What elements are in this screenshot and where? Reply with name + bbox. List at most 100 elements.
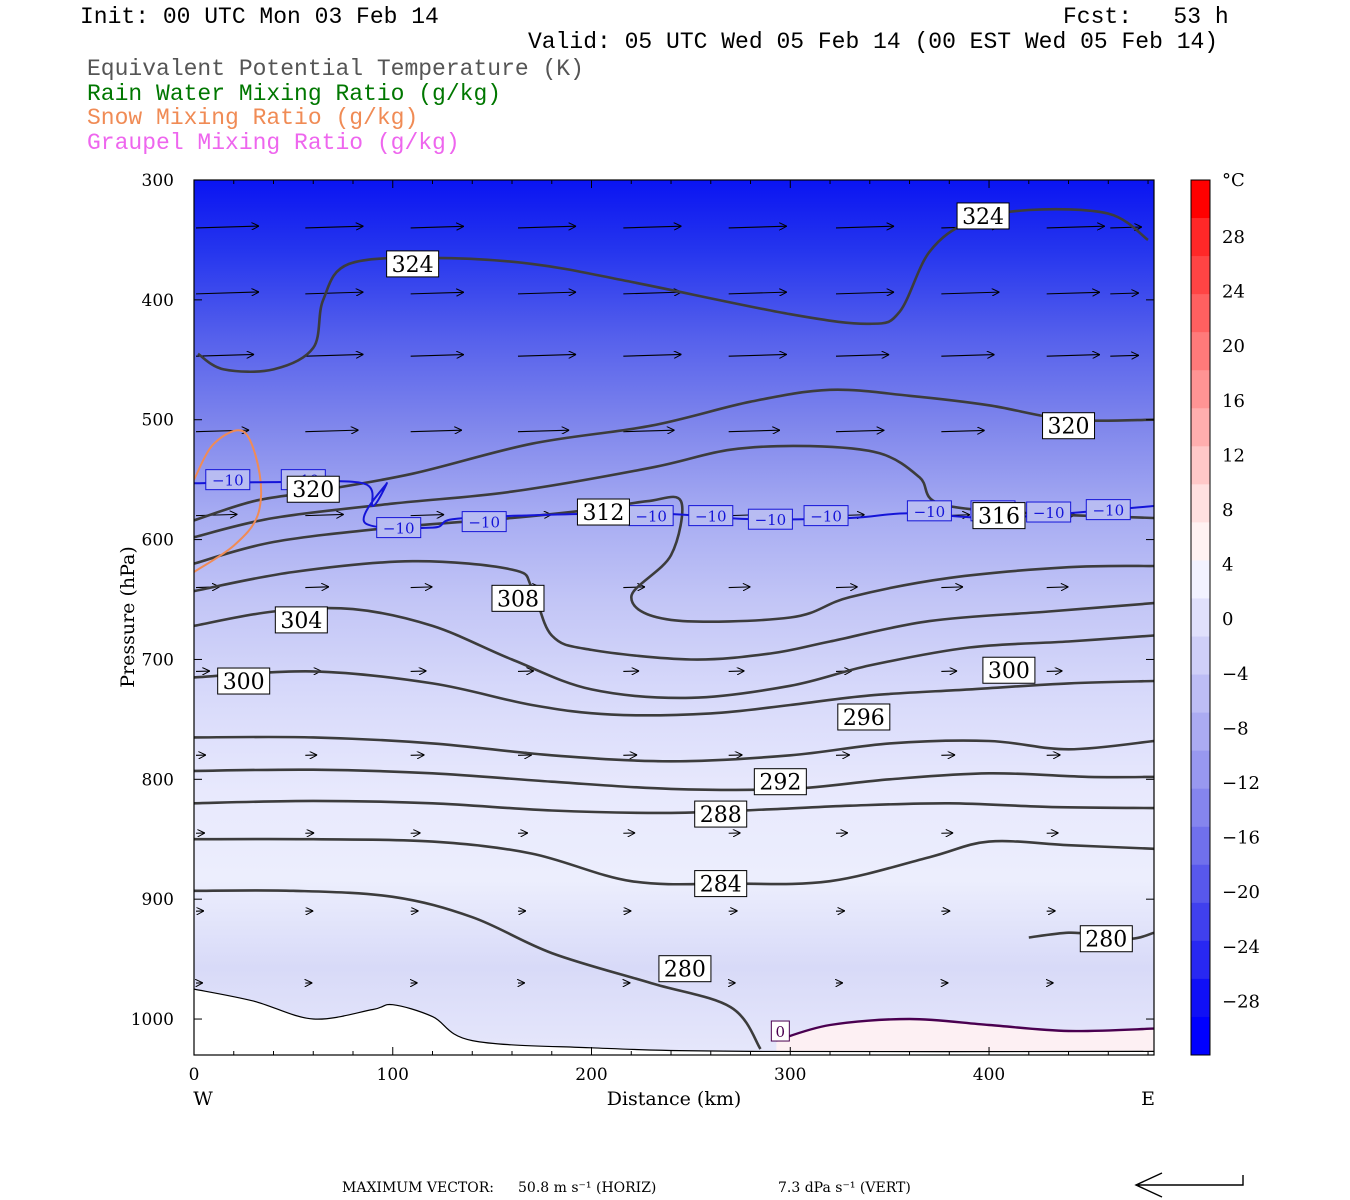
max-vector-label: MAXIMUM VECTOR: bbox=[342, 1180, 494, 1196]
legend-snow: Snow Mixing Ratio (g/kg) bbox=[87, 105, 419, 131]
theta-e-contour-296 bbox=[194, 735, 1154, 763]
legend-graupel: Graupel Mixing Ratio (g/kg) bbox=[87, 130, 460, 156]
colorbar-segment bbox=[1191, 674, 1210, 714]
x-left-end-label: W bbox=[193, 1088, 213, 1110]
colorbar-segment bbox=[1191, 484, 1210, 523]
colorbar: 28 24 20 16 12 8 4 0 −4 −8 −12 −16 −20 −24 −28 bbox=[1190, 179, 1260, 1056]
colorbar-segment bbox=[1191, 408, 1210, 447]
legend-theta-e: Equivalent Potential Temperature (K) bbox=[87, 56, 584, 82]
y-tick-label: 1000 bbox=[131, 1010, 174, 1030]
max-vector-vert: 7.3 dPa s⁻¹ (VERT) bbox=[778, 1180, 911, 1196]
wind-vector bbox=[410, 226, 464, 228]
colorbar-segment bbox=[1191, 560, 1210, 599]
theta-e-contour-308 bbox=[194, 559, 1154, 661]
y-tick-label: 600 bbox=[142, 531, 174, 551]
wind-vector bbox=[1110, 355, 1139, 356]
wind-vector bbox=[305, 430, 358, 432]
wind-vector bbox=[195, 226, 259, 228]
x-tick-label: 100 bbox=[377, 1065, 409, 1085]
theta-e-label-box bbox=[217, 667, 271, 695]
theta-e-label: 280 bbox=[1085, 928, 1127, 953]
theta-e-contour-292 bbox=[194, 768, 1154, 792]
wind-vector bbox=[305, 514, 343, 515]
theta-e-label: 304 bbox=[280, 609, 322, 634]
colorbar-tick-label: −20 bbox=[1222, 882, 1260, 903]
wind-vector bbox=[1110, 227, 1142, 228]
wind-vector bbox=[1046, 355, 1100, 357]
theta-e-label-box bbox=[694, 870, 748, 898]
colorbar-segment bbox=[1191, 902, 1210, 942]
theta-e-label-box bbox=[576, 498, 630, 526]
theta-e-label-box bbox=[491, 584, 545, 612]
theta-e-label-box bbox=[658, 955, 712, 983]
colorbar-frame bbox=[1190, 179, 1211, 1056]
theta-e-label: 292 bbox=[759, 771, 801, 796]
colorbar-segment bbox=[1191, 180, 1210, 219]
colorbar-tick-label: −24 bbox=[1222, 937, 1260, 958]
plot-frame bbox=[193, 179, 1155, 1056]
isotherm-minus10-label: −10 bbox=[635, 508, 667, 526]
colorbar-tick-label: −16 bbox=[1222, 828, 1260, 849]
x-right-end-label: E bbox=[1141, 1088, 1155, 1110]
theta-e-label: 320 bbox=[292, 478, 334, 503]
snow-mixing-contour bbox=[194, 429, 263, 573]
theta-e-contour-300 bbox=[194, 669, 1154, 717]
colorbar-tick-label: 0 bbox=[1222, 609, 1233, 630]
x-tick-label: 200 bbox=[575, 1065, 607, 1085]
y-tick-label: 700 bbox=[142, 650, 174, 670]
wind-vector bbox=[195, 354, 254, 356]
wind-vector bbox=[941, 355, 994, 357]
wind-vector bbox=[623, 587, 645, 588]
legend-rain: Rain Water Mixing Ratio (g/kg) bbox=[87, 81, 502, 107]
wind-vector bbox=[305, 354, 363, 356]
colorbar-segment bbox=[1191, 370, 1210, 409]
theta-e-label-box bbox=[1042, 412, 1096, 440]
wind-vector bbox=[517, 226, 576, 228]
terrain-line bbox=[194, 988, 1154, 1053]
theta-e-label: 308 bbox=[497, 587, 539, 612]
terrain-fill bbox=[194, 989, 1154, 1055]
wind-vector bbox=[517, 354, 576, 356]
wind-vector bbox=[517, 292, 576, 294]
x-axis-title: Distance (km) bbox=[607, 1088, 742, 1110]
isotherm-minus10-label: −10 bbox=[755, 511, 787, 529]
x-tick-label: 300 bbox=[774, 1065, 806, 1085]
wind-vector bbox=[410, 587, 433, 588]
wind-vector bbox=[941, 587, 963, 588]
theta-e-label-box bbox=[837, 703, 891, 731]
wind-vector bbox=[941, 292, 999, 294]
theta-e-label-box bbox=[286, 475, 340, 503]
wind-vector bbox=[728, 354, 787, 356]
y-tick-label: 500 bbox=[142, 411, 174, 431]
wind-vector bbox=[305, 587, 329, 588]
isotherm-minus10-label: −10 bbox=[1033, 504, 1065, 522]
isotherm-label-box bbox=[1085, 499, 1131, 521]
colorbar-tick-label: 20 bbox=[1222, 336, 1245, 357]
wind-vector bbox=[1046, 587, 1069, 588]
theta-e-label-box bbox=[982, 656, 1036, 684]
wind-vector bbox=[835, 430, 884, 431]
isotherm-label-box bbox=[906, 500, 952, 522]
theta-e-label: 312 bbox=[582, 501, 624, 526]
colorbar-unit: °C bbox=[1222, 170, 1245, 191]
isotherm-label-box bbox=[803, 505, 849, 527]
x-tick-label: 0 bbox=[189, 1065, 200, 1085]
y-axis-title: Pressure (hPa) bbox=[117, 546, 139, 688]
valid-time: Valid: 05 UTC Wed 05 Feb 14 (00 EST Wed … bbox=[528, 29, 1219, 55]
isotherm-minus10-label: −10 bbox=[695, 508, 727, 526]
wind-vector bbox=[1046, 226, 1105, 228]
theta-e-label-box bbox=[972, 502, 1026, 530]
theta-e-label: 316 bbox=[978, 505, 1020, 530]
colorbar-segment bbox=[1191, 256, 1210, 295]
colorbar-segment bbox=[1191, 332, 1210, 371]
y-tick-label: 400 bbox=[142, 291, 174, 311]
isotherm-label-box bbox=[1026, 501, 1072, 523]
theta-e-label-box bbox=[386, 250, 440, 278]
wind-vector bbox=[623, 292, 681, 294]
theta-e-label: 300 bbox=[223, 670, 265, 695]
warm-region-fill bbox=[776, 1019, 1154, 1055]
colorbar-tick-label: −28 bbox=[1222, 991, 1260, 1012]
colorbar-tick-label: 4 bbox=[1222, 555, 1233, 576]
init-time: Init: 00 UTC Mon 03 Feb 14 bbox=[80, 4, 439, 30]
colorbar-tick-label: 24 bbox=[1222, 282, 1245, 303]
